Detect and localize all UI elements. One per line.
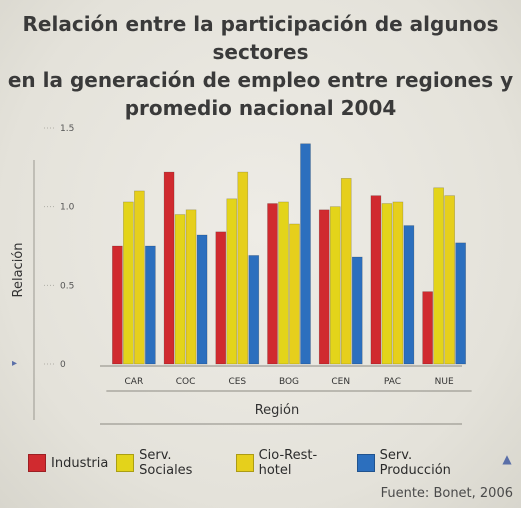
bar-nue-0: [422, 291, 433, 365]
bar-pac-3: [403, 225, 415, 365]
legend-swatch-serv-sociales: [116, 454, 135, 472]
bar-bog-3: [300, 143, 311, 365]
legend: Industria Serv. Sociales Cio-Rest-hotel …: [28, 448, 494, 478]
x-tick-label: CAR: [125, 377, 144, 387]
bar-nue-1: [433, 187, 444, 365]
y-tick-label: 0.5: [60, 281, 74, 291]
bar-cen-0: [318, 209, 330, 365]
legend-item-cio-rest-hotel: Cio-Rest-hotel: [235, 448, 349, 478]
bar-pac-0: [370, 195, 382, 365]
bar-bog-0: [267, 203, 278, 365]
bar-ces-1: [226, 198, 238, 365]
x-axis-label: Región: [255, 403, 300, 418]
bar-car-2: [134, 190, 145, 365]
bar-bog-2: [289, 223, 300, 365]
chart-title: Relación entre la participación de algun…: [7, 12, 514, 120]
bar-pac-1: [381, 203, 393, 365]
bar-bog-1: [278, 201, 289, 365]
bar-car-0: [112, 245, 123, 365]
legend-deco-icon: ▲: [502, 452, 512, 466]
x-tick-label: CES: [228, 377, 246, 387]
legend-label-industria: Industria: [51, 455, 109, 471]
legend-label-serv-sociales: Serv. Sociales: [139, 448, 193, 478]
bar-ces-0: [215, 231, 227, 365]
x-tick-label: BOG: [279, 377, 299, 387]
y-axis-label: Relación: [11, 243, 26, 298]
bar-cen-3: [351, 256, 363, 365]
bar-nue-2: [444, 195, 455, 365]
bar-pac-2: [392, 201, 404, 365]
source-note: Fuente: Bonet, 2006: [380, 486, 513, 501]
bar-coc-1: [174, 214, 186, 365]
x-tick-label: NUE: [435, 377, 454, 387]
bar-car-1: [123, 201, 134, 365]
bar-coc-3: [196, 234, 208, 365]
bar-cen-2: [340, 178, 352, 365]
y-tick-label: 0: [60, 360, 66, 370]
legend-label-cio-rest-hotel: Cio-Rest-hotel: [258, 448, 318, 478]
y-tick-label: 1.0: [60, 203, 75, 213]
bar-coc-0: [163, 171, 175, 365]
legend-item-serv-sociales: Serv. Sociales: [116, 448, 227, 478]
bar-ces-2: [237, 171, 249, 365]
legend-swatch-cio-rest-hotel: [235, 454, 254, 472]
x-tick-label: PAC: [384, 377, 401, 387]
legend-label-serv-produccion: Serv. Producción: [379, 448, 451, 478]
axis-arrow-icon: ▸: [12, 358, 18, 369]
x-tick-label: CEN: [331, 377, 350, 387]
bar-cen-1: [329, 206, 341, 365]
bar-nue-3: [455, 242, 466, 365]
legend-item-serv-produccion: Serv. Producción: [356, 448, 486, 478]
bar-ces-3: [248, 255, 260, 365]
bar-coc-2: [185, 209, 197, 365]
legend-swatch-industria: [28, 454, 46, 472]
y-tick-label: 1.5: [60, 124, 74, 134]
legend-item-industria: Industria: [28, 454, 108, 472]
legend-swatch-serv-produccion: [356, 454, 375, 472]
bar-car-3: [145, 245, 156, 365]
x-tick-label: COC: [176, 377, 196, 387]
